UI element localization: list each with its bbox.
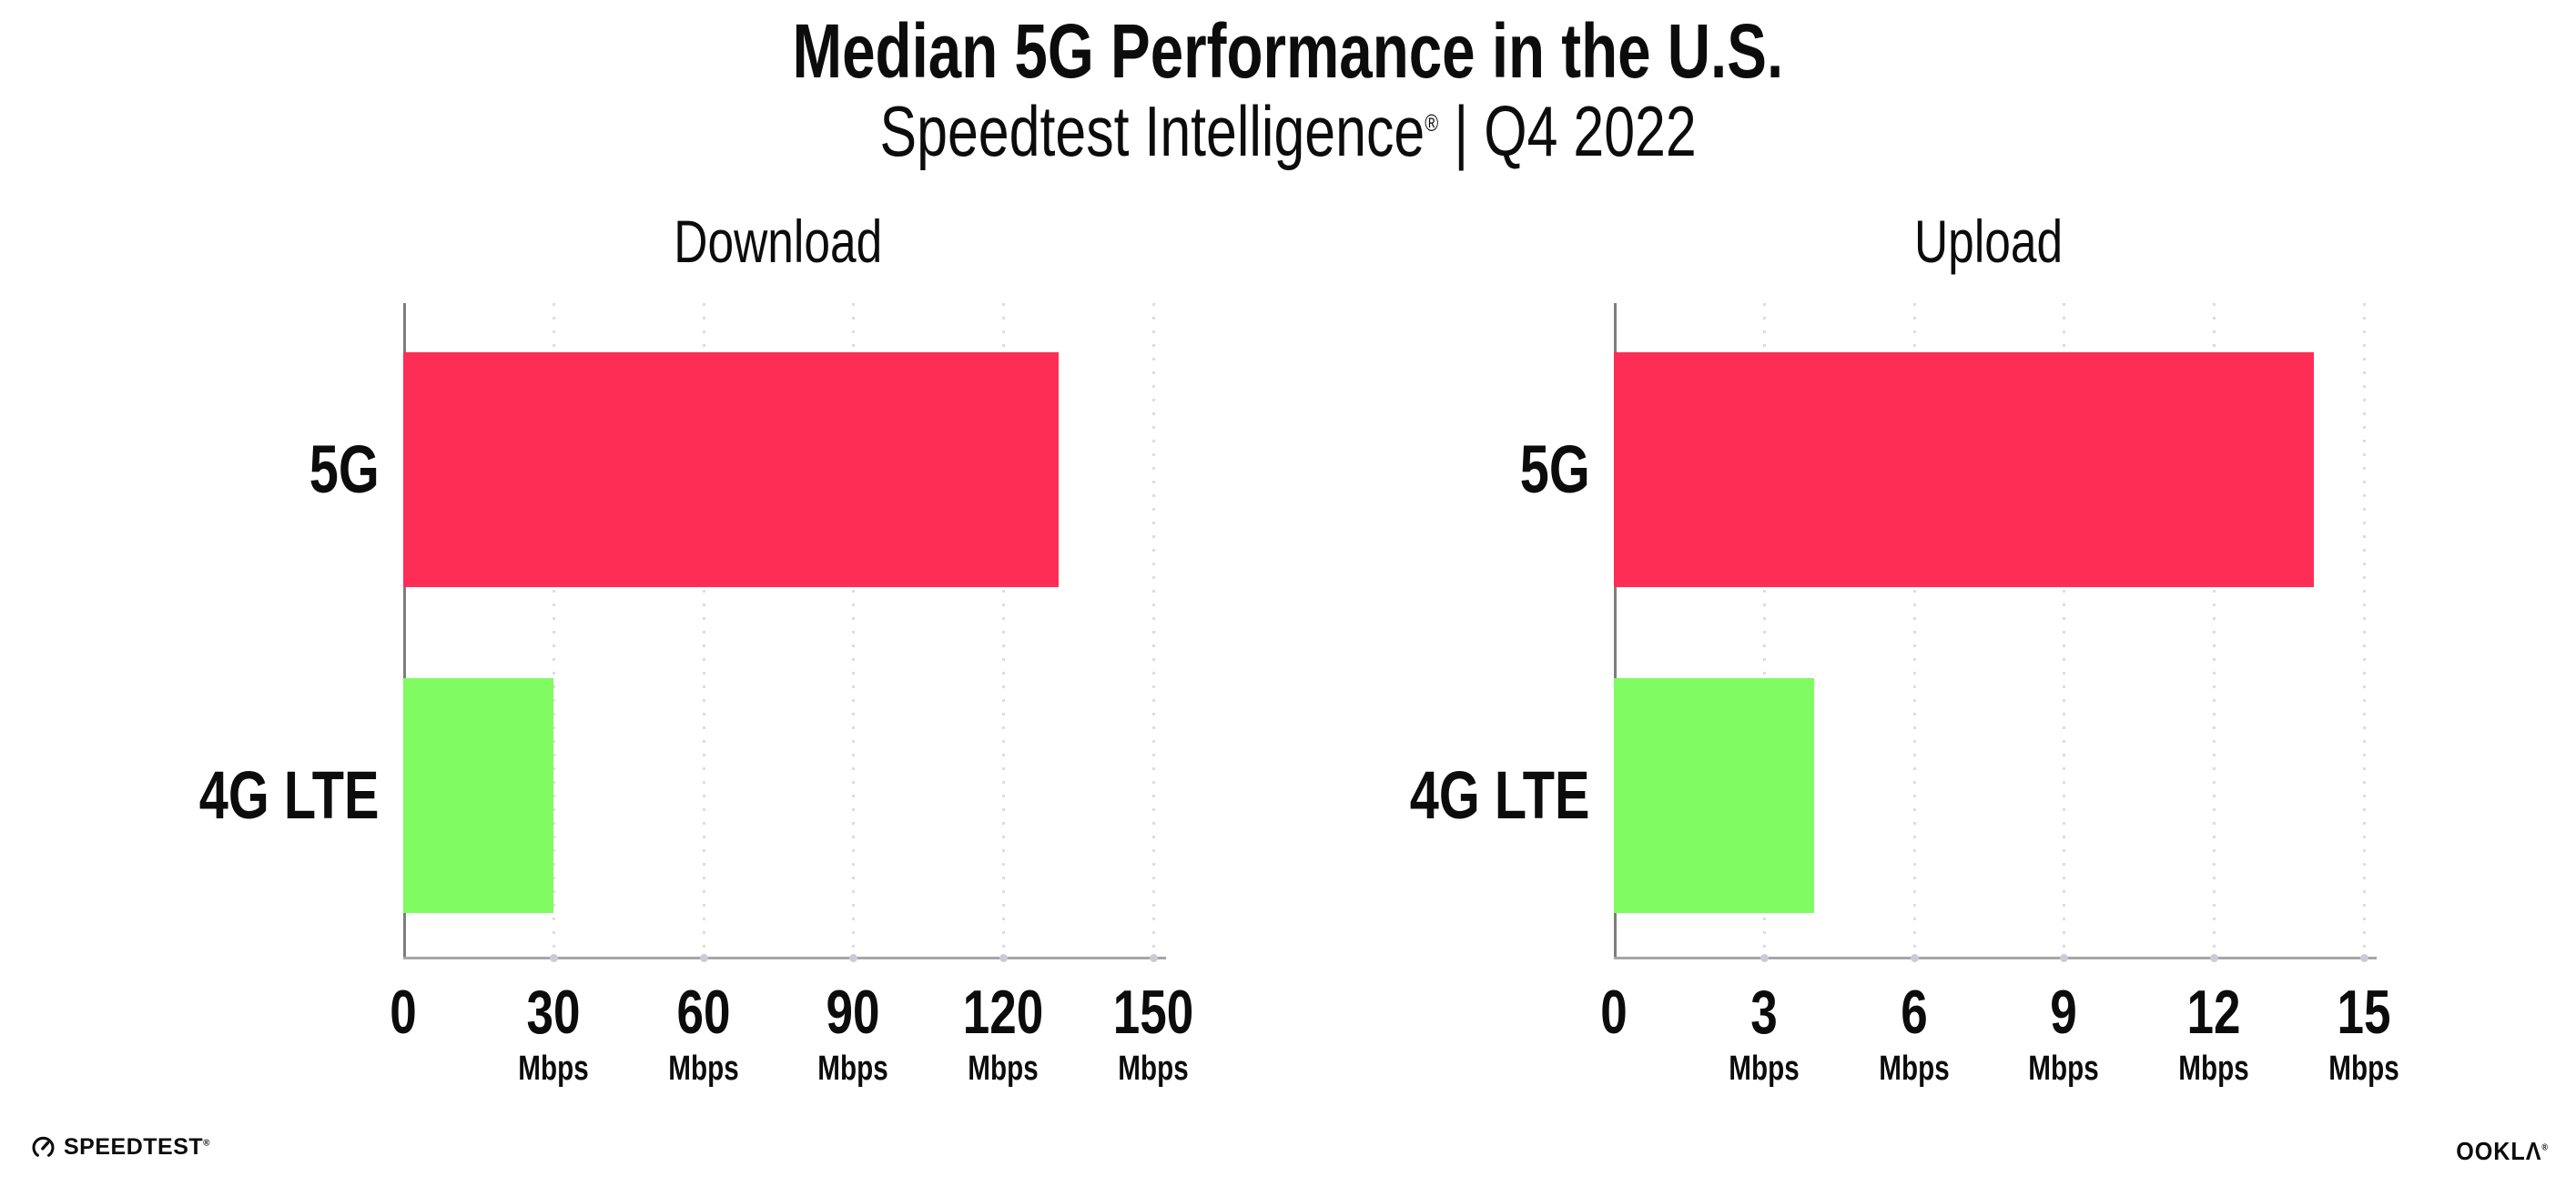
subtitle-brand: Speedtest Intelligence [879, 91, 1425, 171]
upload-x-tick-unit-15: Mbps [2328, 1050, 2399, 1088]
x-axis-line [403, 957, 1166, 959]
download-gridline-90 [849, 303, 858, 962]
page-subtitle-text: Speedtest Intelligence® | Q4 2022 [879, 91, 1696, 173]
speedtest-wordmark: SPEEDTEST® [64, 1134, 211, 1160]
download-x-tick-120: 120 [962, 978, 1044, 1047]
upload-x-tick-6: 6 [1900, 978, 1928, 1047]
upload-gridline-3 [1760, 303, 1769, 962]
upload-plot-area: 0 3 Mbps 6 Mbps 9 Mbps 12 Mbps 15 Mbps 5G 4G LTE [1410, 303, 2399, 1086]
upload-x-tick-12: 12 [2186, 978, 2241, 1047]
download-chart: Download 0 30 Mbps 60 Mbps 90 Mbps 120 Mbps 150 Mb… [199, 208, 1193, 1086]
upload-x-tick-unit-12: Mbps [2178, 1050, 2249, 1088]
download-gridline-150 [1150, 303, 1158, 962]
upload-x-tick-0: 0 [1600, 978, 1628, 1047]
download-x-tick-unit-90: Mbps [817, 1050, 889, 1088]
upload-x-tick-9: 9 [2050, 978, 2078, 1047]
download-x-tick-90: 90 [826, 978, 880, 1047]
registered-trademark-icon: ® [203, 1138, 211, 1149]
upload-gridline-15 [2360, 303, 2368, 962]
page-title: Median 5G Performance in the U.S. [0, 7, 2576, 96]
download-chart-title: Download [674, 208, 883, 275]
download-x-tick-unit-30: Mbps [518, 1050, 589, 1088]
download-gridline-60 [699, 303, 708, 962]
registered-trademark-icon: ® [1425, 109, 1439, 137]
upload-gridline-6 [1910, 303, 1919, 962]
download-x-tick-unit-120: Mbps [968, 1050, 1039, 1088]
ookla-logo: OOKLΛ® [2456, 1139, 2549, 1164]
y-axis-line [403, 303, 406, 958]
page-title-text: Median 5G Performance in the U.S. [792, 8, 1784, 94]
download-gridline-120 [999, 303, 1009, 962]
upload-x-tick-3: 3 [1750, 978, 1778, 1047]
download-x-tick-60: 60 [676, 978, 731, 1047]
upload-category-label-4g-lte: 4G LTE [1410, 757, 1590, 833]
y-axis-line [1614, 303, 1617, 958]
upload-x-tick-unit-6: Mbps [1878, 1050, 1950, 1088]
speedtest-gauge-icon [32, 1136, 55, 1157]
upload-x-tick-unit-9: Mbps [2028, 1050, 2100, 1088]
upload-chart-title: Upload [1914, 208, 2064, 275]
upload-x-tick-15: 15 [2337, 978, 2391, 1047]
download-category-label-5g: 5G [309, 431, 380, 507]
upload-bar-4g-lte [1614, 678, 1814, 913]
download-x-tick-30: 30 [526, 978, 581, 1047]
download-plot-area: 0 30 Mbps 60 Mbps 90 Mbps 120 Mbps 150 Mbps 5G 4G LT… [199, 303, 1193, 1086]
upload-chart: Upload 0 3 Mbps 6 Mbps 9 Mbps 12 Mbps 15 Mbps 5G 4G … [1410, 208, 2399, 1086]
subtitle-period: Q4 2022 [1484, 91, 1697, 171]
upload-category-label-5g: 5G [1519, 431, 1590, 507]
download-x-tick-unit-60: Mbps [667, 1050, 739, 1088]
upload-gridline-12 [2210, 303, 2219, 962]
download-bar-5g [403, 352, 1059, 587]
upload-bar-5g [1614, 352, 2315, 587]
download-bar-4g-lte [403, 678, 553, 913]
ookla-wordmark: OOKLΛ [2456, 1137, 2542, 1165]
subtitle-separator: | [1454, 91, 1469, 171]
download-x-tick-0: 0 [390, 978, 417, 1047]
download-x-tick-unit-150: Mbps [1118, 1050, 1189, 1088]
download-x-tick-150: 150 [1112, 978, 1194, 1047]
download-category-label-4g-lte: 4G LTE [199, 757, 380, 833]
upload-gridline-9 [2060, 303, 2069, 962]
page-subtitle: Speedtest Intelligence® | Q4 2022 [0, 91, 2576, 173]
registered-trademark-icon: ® [2541, 1142, 2549, 1153]
x-axis-line [1614, 957, 2377, 959]
speedtest-logo: SPEEDTEST® [31, 1135, 210, 1160]
download-gridline-30 [549, 303, 558, 962]
upload-x-tick-unit-3: Mbps [1729, 1050, 1800, 1088]
